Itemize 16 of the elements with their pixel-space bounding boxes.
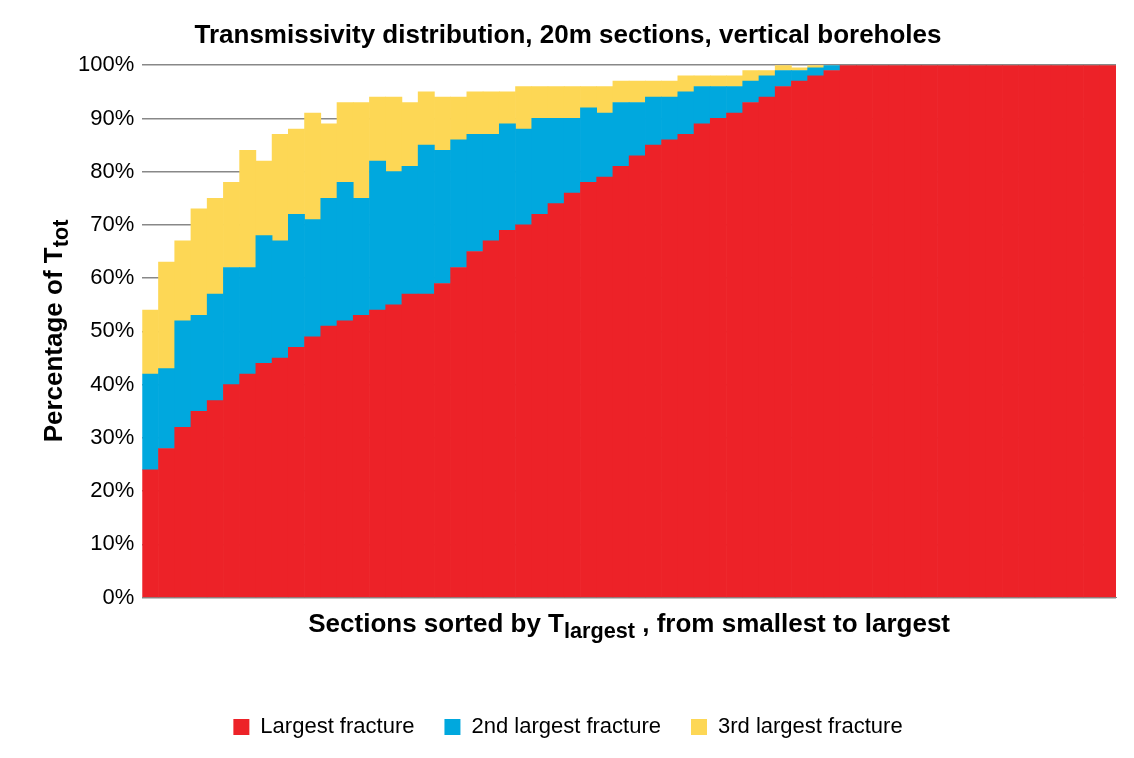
- legend-label: 2nd largest fracture: [471, 713, 661, 739]
- y-tick-label: 20%: [90, 477, 135, 503]
- y-tick-label: 10%: [90, 530, 135, 556]
- y-tick-label: 40%: [90, 370, 135, 396]
- y-tick-label: 30%: [90, 423, 135, 449]
- y-tick-label: 100%: [77, 51, 135, 77]
- y-tick-label: 60%: [90, 264, 135, 290]
- y-tick-label: 50%: [90, 317, 135, 343]
- legend-label: Largest fracture: [260, 713, 415, 739]
- x-axis-title: Sections sorted by T$_{largest}$ , from smallest to largest: [307, 607, 951, 644]
- y-tick-label: 0%: [102, 583, 135, 609]
- chart-title: Transmissivity distribution, 20m sections, vertical boreholes: [194, 18, 942, 49]
- legend-label: 3rd largest fracture: [717, 713, 903, 739]
- y-tick-label: 90%: [90, 104, 135, 130]
- y-tick-label: 70%: [90, 210, 135, 236]
- y-tick-label: 80%: [90, 157, 135, 183]
